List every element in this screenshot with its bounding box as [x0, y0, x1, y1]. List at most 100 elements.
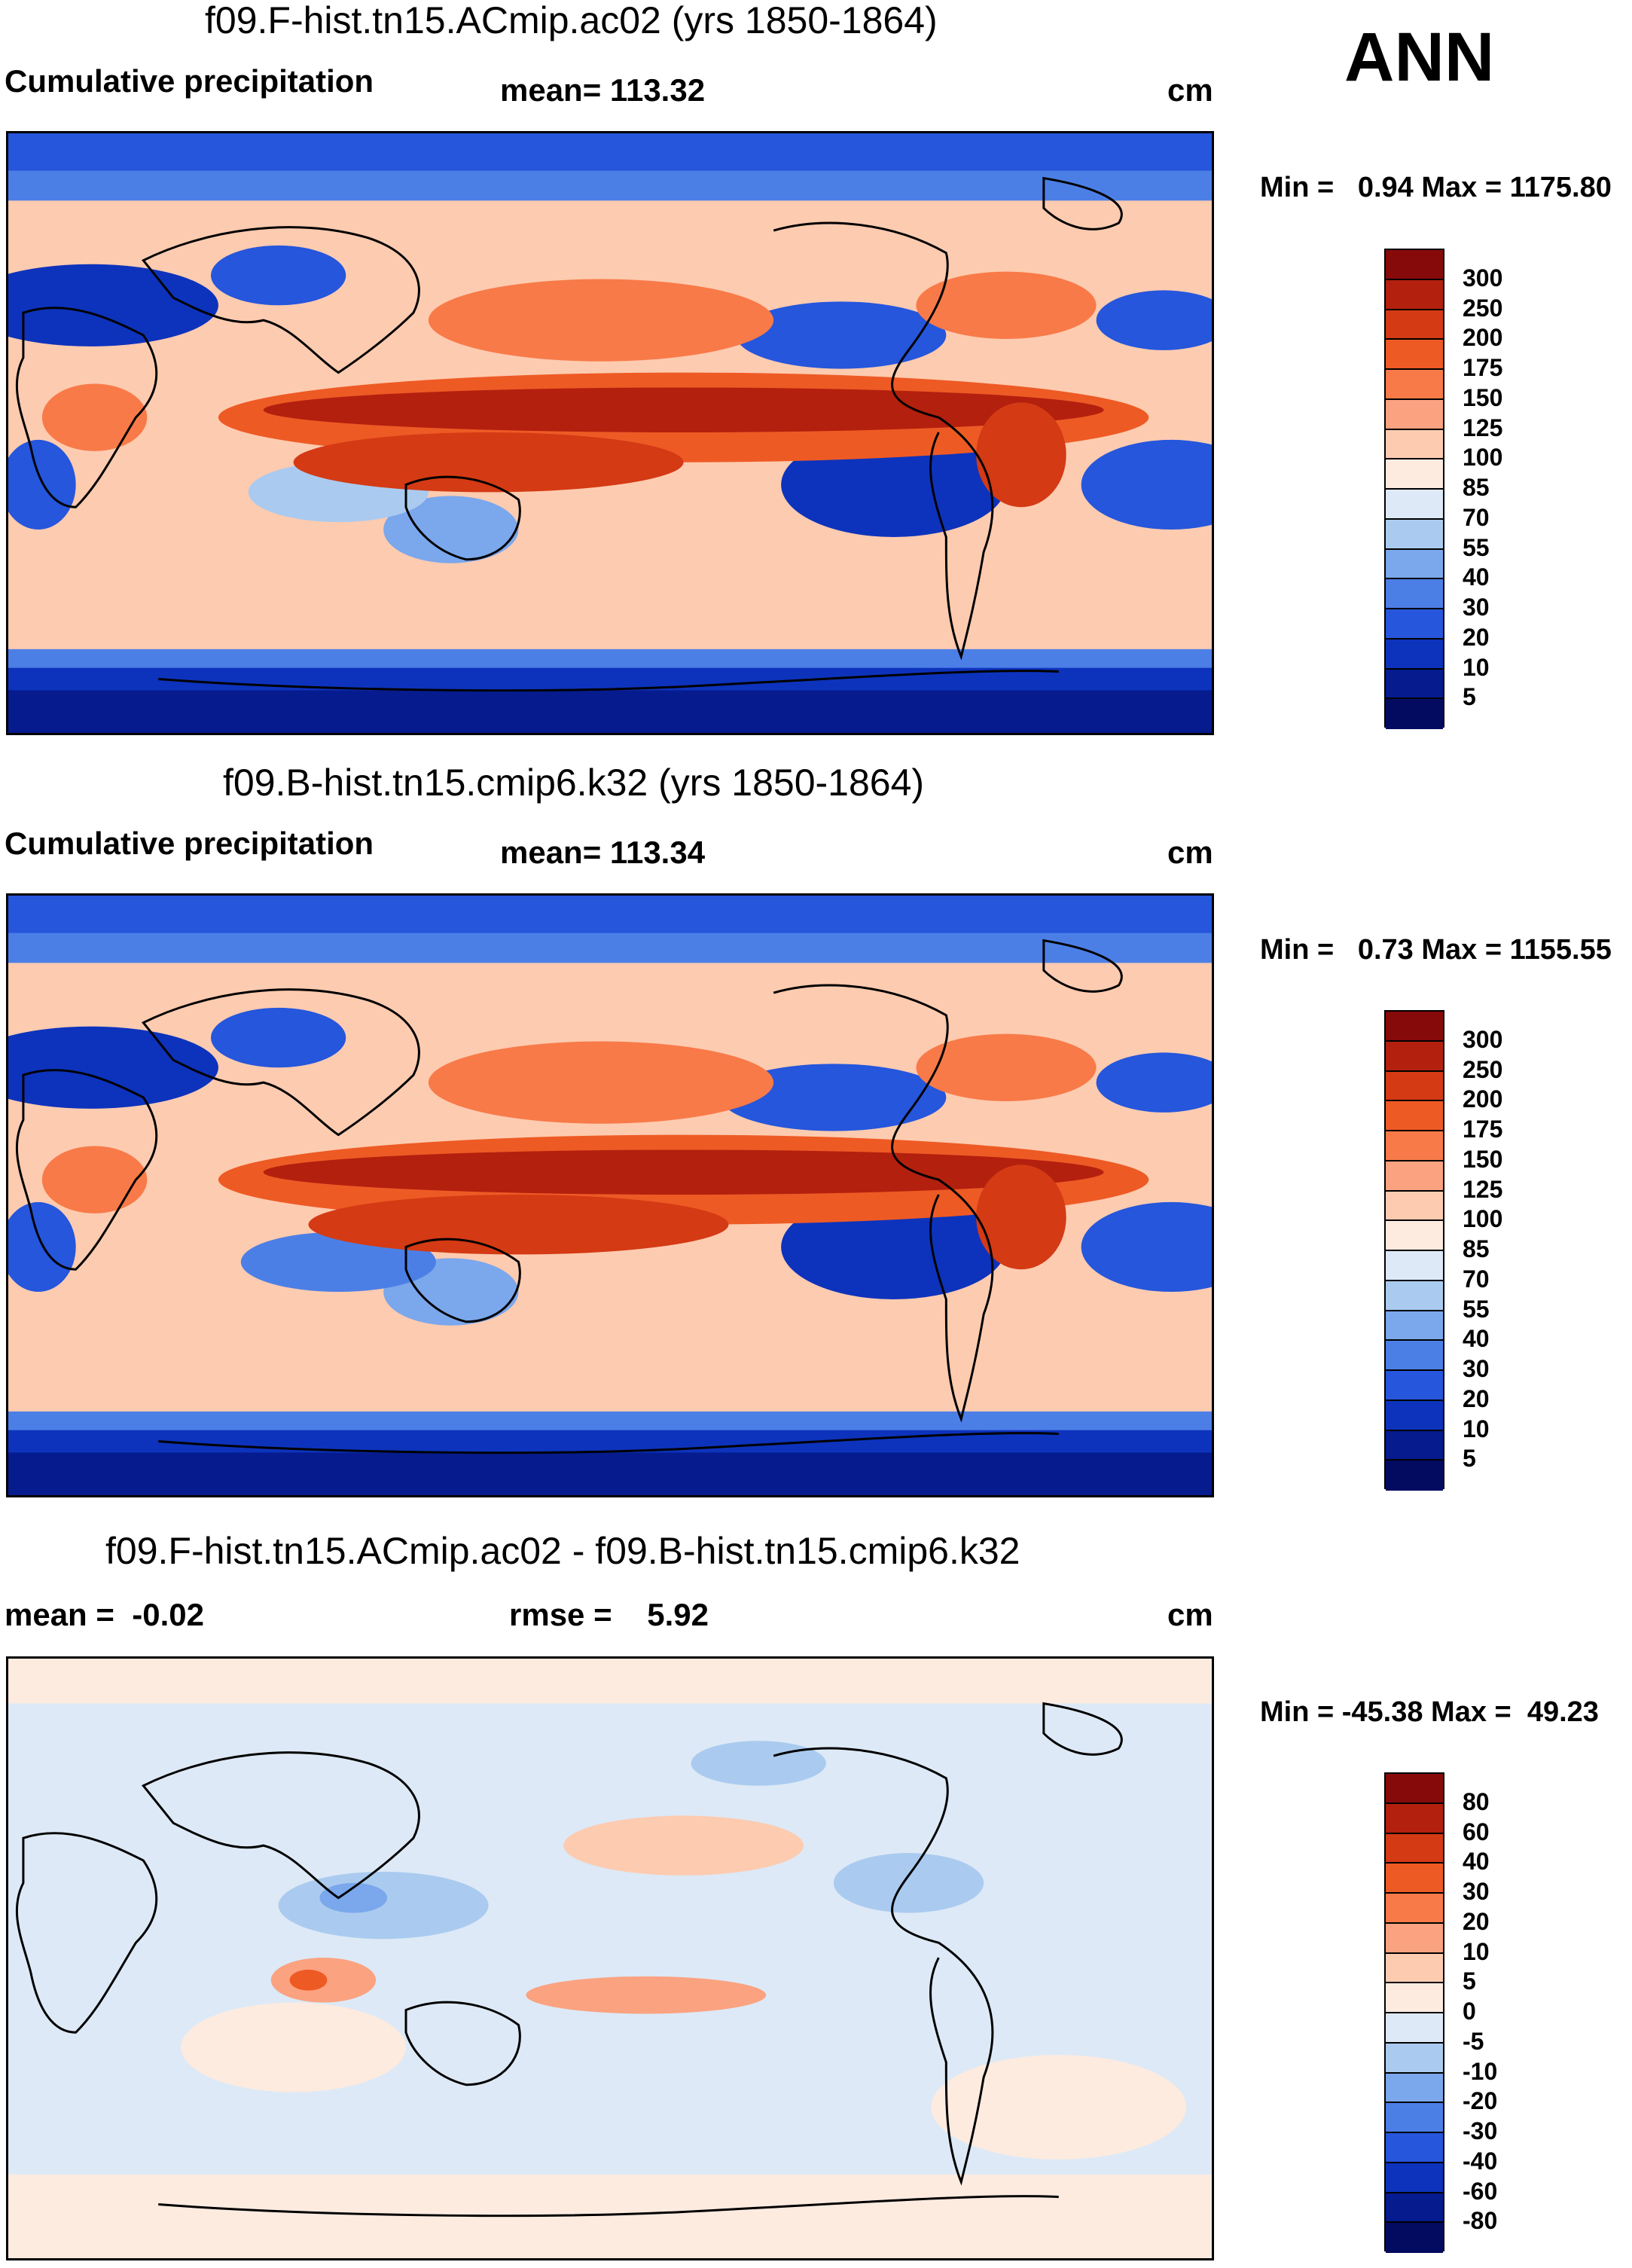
panel-1-colorbar-tick-label: 175 [1463, 354, 1503, 381]
panel-2-colorbar-swatch [1386, 1101, 1443, 1131]
panel-2-north-atlantic-dry [1096, 1052, 1212, 1113]
panel-1-mean-label: mean= 113.32 [500, 72, 706, 108]
panel-3-colorbar-swatch [1386, 1894, 1443, 1924]
panel-1-colorbar-tick-label: 55 [1463, 533, 1490, 561]
panel-1-congo-wet [41, 383, 148, 451]
panel-1-coast-antarctica [158, 670, 1059, 692]
panel-3-title: f09.F-hist.tn15.ACmip.ac02 - f09.B-hist.… [105, 1530, 1020, 1572]
panel-2-colorbar-swatch [1386, 1191, 1443, 1222]
panel-2-left-label: Cumulative precipitation [5, 826, 374, 861]
panel-2-coast-eurasia [142, 988, 420, 1137]
panel-1-colorbar-swatch [1386, 279, 1443, 310]
panel-1-colorbar-swatch [1386, 699, 1443, 729]
panel-3-colorbar-swatch [1386, 2223, 1443, 2253]
panel-3-colorbar-swatch [1386, 1833, 1443, 1864]
panel-1-colorbar-tick-label: 200 [1463, 324, 1503, 352]
panel-3-maritime-negative-core [319, 1882, 388, 1913]
panel-1-north-pacific-east-dry [736, 301, 947, 369]
panel-3-south-pacific-high [526, 1976, 767, 2014]
panel-2-sahara-dry [8, 1026, 218, 1109]
panel-2-south-africa-dry [8, 1201, 76, 1293]
panel-1-colorbar-tick-label: 300 [1463, 264, 1503, 292]
panel-2-coast-greenland [1042, 939, 1123, 993]
panel-3-north-band [8, 1659, 1212, 1704]
panel-3-colorbar-swatch [1386, 2133, 1443, 2163]
panel-1-units: cm [1167, 72, 1213, 108]
panel-1-colorbar-swatch [1386, 340, 1443, 370]
panel-1-colorbar-swatch [1386, 639, 1443, 670]
panel-2-antarctic-band-3 [8, 1452, 1212, 1495]
panel-3-colorbar-tick-label: 20 [1463, 1907, 1490, 1935]
panel-3-colorbar-swatch [1386, 2073, 1443, 2104]
panel-2-colorbar-tick-label: 40 [1463, 1325, 1490, 1353]
panel-1-colorbar-tick-label: 250 [1463, 294, 1503, 322]
panel-2-colorbar [1384, 1010, 1444, 1491]
panel-3-colorbar-swatch [1386, 1953, 1443, 1984]
panel-3-coast-australia [404, 2001, 521, 2086]
panel-3-atlantic-positive [931, 2055, 1187, 2160]
panel-1-colorbar-swatch [1386, 490, 1443, 520]
season-label: ANN [1344, 19, 1495, 96]
panel-2-colorbar-tick-label: 55 [1463, 1295, 1490, 1323]
panel-3-colorbar-tick-label: 5 [1463, 1967, 1476, 1995]
panel-1-colorbar-tick-label: 150 [1463, 383, 1503, 411]
panel-2-minmax: Min = 0.73 Max = 1155.55 [1260, 934, 1612, 966]
panel-2-map-svg [8, 896, 1212, 1495]
panel-2-south-atlantic-dry [1081, 1201, 1212, 1293]
panel-2-coast-americas [773, 984, 994, 1423]
panel-2-map [6, 893, 1214, 1497]
panel-3-colorbar-tick-label: -40 [1463, 2147, 1498, 2175]
panel-3-colorbar-tick-label: -20 [1463, 2087, 1498, 2115]
panel-2-north-pacific-east-dry [721, 1064, 947, 1131]
panel-1-south-atlantic-dry [1081, 439, 1212, 530]
panel-2-colorbar-swatch [1386, 1461, 1443, 1491]
panel-3-map [6, 1656, 1214, 2260]
panel-3-colorbar-swatch [1386, 1983, 1443, 2013]
panel-1-antarctic-band-3 [8, 690, 1212, 733]
panel-2-colorbar-tick-label: 5 [1463, 1445, 1476, 1473]
panel-3-colorbar-tick-label: -30 [1463, 2117, 1498, 2144]
panel-1-colorbar-swatch [1386, 250, 1443, 280]
panel-1-colorbar-tick-label: 20 [1463, 623, 1490, 651]
panel-2-colorbar-swatch [1386, 1071, 1443, 1102]
panel-1-colorbar-tick-label: 100 [1463, 444, 1503, 472]
panel-3-colorbar-tick-label: 10 [1463, 1937, 1490, 1965]
panel-2-colorbar-tick-label: 100 [1463, 1205, 1503, 1233]
panel-2-colorbar-tick-label: 125 [1463, 1175, 1503, 1203]
panel-1-coast-greenland [1042, 176, 1123, 230]
panel-1-colorbar [1384, 249, 1444, 729]
panel-3-colorbar-swatch [1386, 2043, 1443, 2074]
panel-1-coast-americas [773, 221, 994, 661]
panel-1-colorbar-swatch [1386, 609, 1443, 639]
panel-3-maritime-negative [278, 1871, 489, 1940]
panel-1-itcz-core [263, 387, 1104, 433]
panel-3-coast-americas [773, 1747, 994, 2186]
panel-3-colorbar-tick-label: 60 [1463, 1818, 1490, 1845]
panel-3-indian-positive [181, 2002, 407, 2092]
panel-1-map-svg [8, 133, 1212, 733]
panel-1-colorbar-tick-label: 85 [1463, 474, 1490, 501]
panel-2-colorbar-swatch [1386, 1311, 1443, 1342]
panel-1-colorbar-swatch [1386, 310, 1443, 340]
panel-1-colorbar-swatch [1386, 370, 1443, 400]
panel-3-colorbar-swatch [1386, 2193, 1443, 2224]
panel-2-pacific-storm-track [428, 1041, 774, 1124]
panel-3-colorbar-swatch [1386, 1923, 1443, 1954]
panel-1-colorbar-tick-label: 30 [1463, 594, 1490, 621]
panel-2-coast-africa [15, 1069, 158, 1271]
panel-3-coast-antarctica [158, 2195, 1059, 2218]
panel-2-mean-label: mean= 113.34 [500, 835, 706, 870]
panel-3-coast-africa [15, 1832, 158, 2034]
panel-1-coast-africa [15, 307, 158, 508]
panel-3-colorbar-tick-label: -5 [1463, 2027, 1484, 2055]
panel-2-colorbar-swatch [1386, 1371, 1443, 1401]
panel-1-arctic-band-2 [8, 170, 1212, 201]
panel-2-coast-antarctica [158, 1432, 1059, 1455]
panel-2-colorbar-swatch [1386, 1012, 1443, 1042]
panel-3-rmse-label: rmse = 5.92 [509, 1597, 709, 1632]
panel-3-south-band [8, 2174, 1212, 2258]
panel-1-colorbar-swatch [1386, 519, 1443, 550]
panel-1-colorbar-tick-label: 10 [1463, 653, 1490, 681]
panel-2-title: f09.B-hist.tn15.cmip6.k32 (yrs 1850-1864… [223, 762, 925, 804]
panel-1-colorbar-swatch [1386, 429, 1443, 460]
